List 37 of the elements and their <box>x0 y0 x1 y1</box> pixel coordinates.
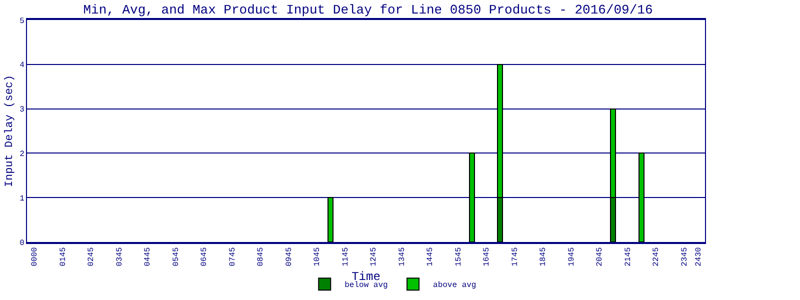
x-tick-label: 0745 <box>228 247 238 266</box>
x-tick-label: 2430 <box>694 247 704 266</box>
x-tick-label: 2145 <box>624 247 633 266</box>
chart-title: Min, Avg, and Max Product Input Delay for Line 0850 Products - 2016/09/16 <box>83 2 653 18</box>
y-tick-label: 5 <box>20 16 25 26</box>
x-tick-label: 1945 <box>567 247 576 266</box>
x-tick-label: 0145 <box>58 247 68 266</box>
y-tick-label: 4 <box>20 61 25 70</box>
y-axis-title: Input Delay (sec) <box>4 74 16 188</box>
x-tick-label: 1045 <box>313 247 322 266</box>
x-tick-label: 1845 <box>539 247 548 266</box>
x-tick-label: 0645 <box>200 247 210 266</box>
x-tick-label: 0945 <box>284 247 294 266</box>
x-tick-label: 1745 <box>510 247 520 266</box>
y-tick-label: 0 <box>20 238 25 248</box>
bar <box>468 152 475 242</box>
x-tick-label: 2045 <box>596 247 605 266</box>
x-tick-label: 1645 <box>482 247 492 266</box>
x-tick-label: 2345 <box>680 247 690 266</box>
x-tick-label: 2245 <box>652 247 662 266</box>
x-tick-label: 1545 <box>454 247 464 266</box>
bar <box>638 152 644 242</box>
x-tick-label: 0445 <box>144 247 153 266</box>
x-tick-label: 0000 <box>30 247 40 266</box>
x-tick-label: 1345 <box>398 247 407 266</box>
x-tick-label: 1445 <box>426 247 436 266</box>
y-tick-label: 2 <box>20 150 25 159</box>
bar <box>328 197 334 242</box>
x-tick-label: 0345 <box>115 247 124 266</box>
x-tick-label: 0245 <box>87 247 96 266</box>
y-tick-label: 3 <box>20 106 25 115</box>
x-tick-label: 1245 <box>370 247 379 266</box>
x-tick-label: 0545 <box>172 247 181 266</box>
y-tick-label: 1 <box>20 194 25 204</box>
x-tick-label: 1145 <box>341 247 350 266</box>
x-tick-label: 0845 <box>256 247 266 266</box>
legend-label: above avg <box>433 281 476 290</box>
